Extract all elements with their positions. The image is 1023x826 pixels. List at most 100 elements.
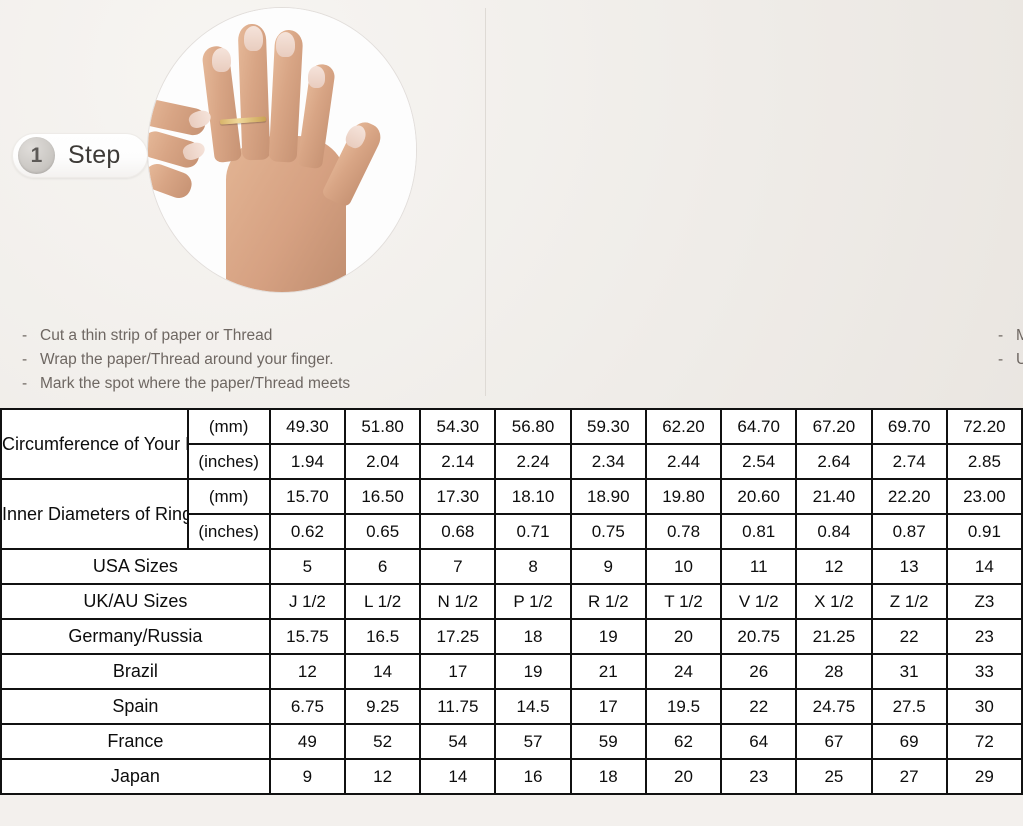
cell: 0.91 [945,513,1023,550]
table-row: (inches) 0.62 0.65 0.68 0.71 0.75 0.78 0… [1,513,1023,550]
step-1-instructions: Cut a thin strip of paper or Thread Wrap… [22,324,350,396]
row-label-germany-russia: Germany/Russia [0,618,271,655]
cell: 24 [644,653,723,690]
cell: 20.75 [720,618,798,655]
cell: 21.25 [795,618,873,655]
cell: 19 [494,653,572,690]
cell: 10 [644,548,723,585]
step-1-instruction-3: Mark the spot where the paper/Thread mee… [22,372,350,396]
cell: 23 [720,758,798,795]
cell: 2.54 [720,443,798,480]
step-1-panel: 1 Step Cut a thin strip of paper or Thre… [0,0,486,408]
panel-divider [485,8,486,396]
cell: 15.70 [268,478,347,515]
cell: 0.75 [569,513,647,550]
step-2-instructions: Measure the length of the thread with yo… [998,324,1023,372]
cell: X 1/2 [795,583,873,620]
cell: 59.30 [569,408,647,445]
cell: 57 [494,723,572,760]
cell: 31 [870,653,948,690]
table-row: Japan 9 12 14 16 18 20 23 25 27 29 [0,758,1023,795]
cell: 23.00 [945,478,1023,515]
cell: 27.5 [870,688,948,725]
cell: T 1/2 [644,583,723,620]
cell: 69.70 [870,408,948,445]
cell: 2.04 [343,443,422,480]
cell: 14.5 [494,688,572,725]
cell: 0.84 [795,513,873,550]
hand-with-thread-on-finger-photo [148,8,416,292]
cell: 29 [945,758,1023,795]
step-1-instruction-2: Wrap the paper/Thread around your finger… [22,348,350,372]
cell: 23 [945,618,1023,655]
ring-size-conversion-table: Circumference of Your Finger (mm) 49.30 … [0,408,1023,795]
table-row: France 49 52 54 57 59 62 64 67 69 72 [0,723,1023,760]
cell: 54 [419,723,497,760]
cell: 20 [644,618,723,655]
table-row: Brazil 12 14 17 19 21 24 26 28 31 33 [0,653,1023,690]
cell: 30 [945,688,1023,725]
cell: 67.20 [795,408,873,445]
cell: 9 [569,548,647,585]
cell: 17.30 [419,478,497,515]
step-1-label: Step [68,141,121,169]
cell: 21 [569,653,647,690]
row-label-uk-au-sizes: UK/AU Sizes [0,583,271,620]
step-1-number: 1 [18,137,55,174]
cell: 67 [795,723,873,760]
cell: 15.75 [268,618,347,655]
unit-cell: (inches) [186,513,271,550]
cell: 2.34 [569,443,647,480]
cell: J 1/2 [268,583,347,620]
step-1-instruction-1: Cut a thin strip of paper or Thread [22,324,350,348]
cell: 1.94 [268,443,347,480]
cell: 19.5 [644,688,723,725]
cell: 22.20 [870,478,948,515]
cell: 6 [343,548,422,585]
unit-cell: (mm) [186,408,271,445]
cell: 20 [644,758,723,795]
cell: 19.80 [644,478,723,515]
cell: 18.10 [494,478,572,515]
cell: 0.68 [419,513,497,550]
step-2-panel: 1 2 3 MADE IN CHINA 2 Step Measure the l… [486,0,1023,408]
cell: 16.50 [343,478,422,515]
cell: 11.75 [419,688,497,725]
cell: 56.80 [494,408,572,445]
cell: 22 [870,618,948,655]
cell: 52 [343,723,422,760]
cell: 18.90 [569,478,647,515]
step-1-badge: 1 Step [12,133,148,178]
cell: 2.74 [870,443,948,480]
cell: 13 [870,548,948,585]
unit-cell: (inches) [186,443,271,480]
cell: 20.60 [720,478,798,515]
table-row: Circumference of Your Finger (mm) 49.30 … [0,408,1023,480]
cell: 0.78 [644,513,723,550]
cell: 69 [870,723,948,760]
row-label-inner-diameters: Inner Diameters of Rings [0,478,189,550]
row-label-circumference: Circumference of Your Finger [0,408,189,480]
cell: 27 [870,758,948,795]
unit-cell: (mm) [186,478,271,515]
cell: 28 [795,653,873,690]
cell: 2.14 [419,443,497,480]
cell: 26 [720,653,798,690]
row-label-spain: Spain [0,688,271,725]
cell: 9 [268,758,347,795]
cell: L 1/2 [343,583,422,620]
cell: 72.20 [945,408,1023,445]
cell: 62.20 [644,408,723,445]
step-2-instruction-1: Measure the length of the thread with yo… [998,324,1023,348]
cell: 6.75 [268,688,347,725]
cell: 12 [268,653,347,690]
cell: 25 [795,758,873,795]
cell: N 1/2 [419,583,497,620]
cell: 14 [343,653,422,690]
cell: 18 [569,758,647,795]
cell: 62 [644,723,723,760]
cell: 14 [945,548,1023,585]
table-row: Germany/Russia 15.75 16.5 17.25 18 19 20… [0,618,1023,655]
table-row: Spain 6.75 9.25 11.75 14.5 17 19.5 22 24… [0,688,1023,725]
cell: 7 [419,548,497,585]
